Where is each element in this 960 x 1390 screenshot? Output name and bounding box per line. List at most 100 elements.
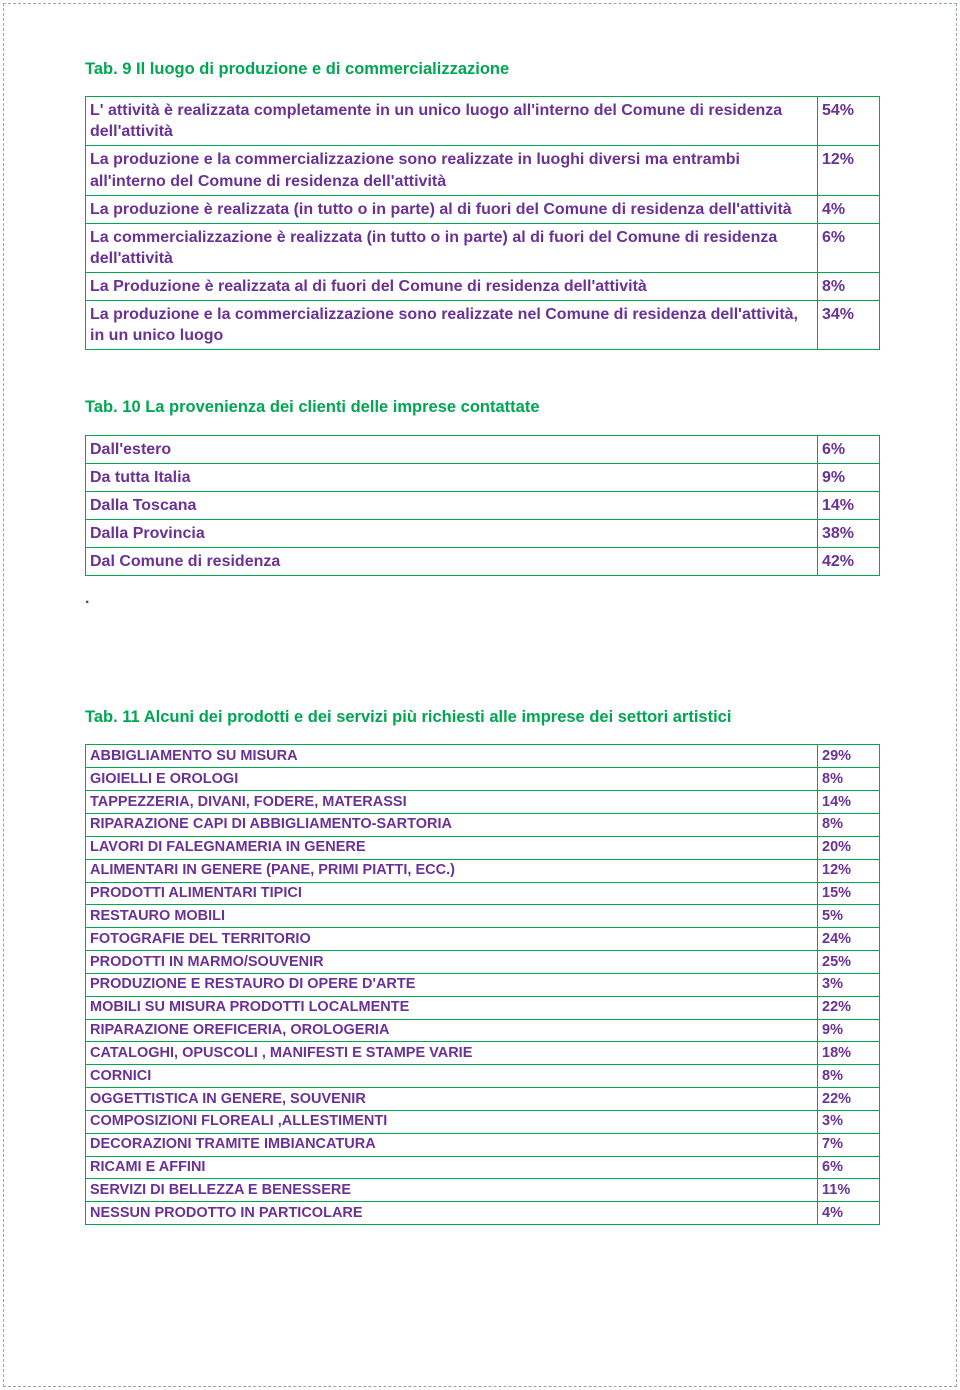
table-row: La commercializzazione è realizzata (in … (86, 223, 880, 272)
table-row: TAPPEZZERIA, DIVANI, FODERE, MATERASSI14… (86, 791, 880, 814)
tab11-label: TAPPEZZERIA, DIVANI, FODERE, MATERASSI (86, 791, 818, 814)
page-content: Tab. 9 Il luogo di produzione e di comme… (0, 0, 960, 1265)
table-row: LAVORI DI FALEGNAMERIA IN GENERE20% (86, 836, 880, 859)
tab10-label: Dalla Provincia (86, 519, 818, 547)
tab9-value: 4% (818, 195, 880, 223)
table-row: NESSUN PRODOTTO IN PARTICOLARE4% (86, 1202, 880, 1225)
tab11-value: 22% (818, 996, 880, 1019)
tab10-label: Dalla Toscana (86, 491, 818, 519)
tab11-label: MOBILI SU MISURA PRODOTTI LOCALMENTE (86, 996, 818, 1019)
tab10-label: Dal Comune di residenza (86, 548, 818, 576)
tab11-value: 25% (818, 951, 880, 974)
table-row: DECORAZIONI TRAMITE IMBIANCATURA7% (86, 1133, 880, 1156)
table-row: Dal Comune di residenza42% (86, 548, 880, 576)
table-row: Dalla Provincia38% (86, 519, 880, 547)
tab9-value: 34% (818, 301, 880, 350)
table-row: RESTAURO MOBILI5% (86, 905, 880, 928)
table-row: PRODOTTI IN MARMO/SOUVENIR25% (86, 951, 880, 974)
tab11-value: 5% (818, 905, 880, 928)
tab11-value: 18% (818, 1042, 880, 1065)
tab10-value: 42% (818, 548, 880, 576)
tab11-label: GIOIELLI E OROLOGI (86, 768, 818, 791)
table-row: Dall'estero6% (86, 435, 880, 463)
tab11-label: SERVIZI DI BELLEZZA E BENESSERE (86, 1179, 818, 1202)
tab11-value: 22% (818, 1088, 880, 1111)
table-row: CORNICI8% (86, 1065, 880, 1088)
tab10-label: Da tutta Italia (86, 463, 818, 491)
table-row: RIPARAZIONE OREFICERIA, OROLOGERIA9% (86, 1019, 880, 1042)
tab11-value: 29% (818, 745, 880, 768)
table-row: La produzione e la commercializzazione s… (86, 146, 880, 195)
tab11-label: PRODOTTI IN MARMO/SOUVENIR (86, 951, 818, 974)
table-row: La produzione e la commercializzazione s… (86, 301, 880, 350)
table-row: La produzione è realizzata (in tutto o i… (86, 195, 880, 223)
tab9-value: 54% (818, 97, 880, 146)
tab9-title: Tab. 9 Il luogo di produzione e di comme… (85, 58, 880, 80)
tab9-label: La commercializzazione è realizzata (in … (86, 223, 818, 272)
tab10-value: 6% (818, 435, 880, 463)
tab11-label: DECORAZIONI TRAMITE IMBIANCATURA (86, 1133, 818, 1156)
table-row: CATALOGHI, OPUSCOLI , MANIFESTI E STAMPE… (86, 1042, 880, 1065)
table-row: PRODUZIONE E RESTAURO DI OPERE D'ARTE3% (86, 973, 880, 996)
tab9-label: La produzione e la commercializzazione s… (86, 146, 818, 195)
tab11-label: RICAMI E AFFINI (86, 1156, 818, 1179)
table-row: ALIMENTARI IN GENERE (PANE, PRIMI PIATTI… (86, 859, 880, 882)
tab11-value: 15% (818, 882, 880, 905)
tab11-value: 24% (818, 928, 880, 951)
table-row: GIOIELLI E OROLOGI8% (86, 768, 880, 791)
tab11-value: 3% (818, 973, 880, 996)
tab11-label: FOTOGRAFIE DEL TERRITORIO (86, 928, 818, 951)
tab10-label: Dall'estero (86, 435, 818, 463)
tab11-label: RESTAURO MOBILI (86, 905, 818, 928)
tab11-value: 7% (818, 1133, 880, 1156)
table-row: COMPOSIZIONI FLOREALI ,ALLESTIMENTI3% (86, 1110, 880, 1133)
tab9-value: 12% (818, 146, 880, 195)
tab10-table: Dall'estero6%Da tutta Italia9%Dalla Tosc… (85, 435, 880, 577)
table-row: La Produzione è realizzata al di fuori d… (86, 273, 880, 301)
tab11-value: 11% (818, 1179, 880, 1202)
tab9-table: L' attività è realizzata completamente i… (85, 96, 880, 350)
tab11-value: 8% (818, 813, 880, 836)
tab11-value: 20% (818, 836, 880, 859)
tab11-label: CORNICI (86, 1065, 818, 1088)
tab11-table: ABBIGLIAMENTO SU MISURA29%GIOIELLI E ORO… (85, 744, 880, 1225)
tab11-value: 4% (818, 1202, 880, 1225)
table-row: SERVIZI DI BELLEZZA E BENESSERE11% (86, 1179, 880, 1202)
tab11-value: 8% (818, 1065, 880, 1088)
tab11-label: OGGETTISTICA IN GENERE, SOUVENIR (86, 1088, 818, 1111)
tab11-label: PRODOTTI ALIMENTARI TIPICI (86, 882, 818, 905)
tab10-title: Tab. 10 La provenienza dei clienti delle… (85, 396, 880, 418)
stray-dot: . (85, 590, 880, 608)
tab11-label: PRODUZIONE E RESTAURO DI OPERE D'ARTE (86, 973, 818, 996)
tab11-label: NESSUN PRODOTTO IN PARTICOLARE (86, 1202, 818, 1225)
tab11-label: COMPOSIZIONI FLOREALI ,ALLESTIMENTI (86, 1110, 818, 1133)
tab11-label: ALIMENTARI IN GENERE (PANE, PRIMI PIATTI… (86, 859, 818, 882)
tab11-value: 9% (818, 1019, 880, 1042)
tab11-label: LAVORI DI FALEGNAMERIA IN GENERE (86, 836, 818, 859)
tab9-label: La produzione e la commercializzazione s… (86, 301, 818, 350)
table-row: PRODOTTI ALIMENTARI TIPICI15% (86, 882, 880, 905)
table-row: FOTOGRAFIE DEL TERRITORIO24% (86, 928, 880, 951)
tab11-label: CATALOGHI, OPUSCOLI , MANIFESTI E STAMPE… (86, 1042, 818, 1065)
tab9-value: 8% (818, 273, 880, 301)
table-row: MOBILI SU MISURA PRODOTTI LOCALMENTE22% (86, 996, 880, 1019)
table-row: OGGETTISTICA IN GENERE, SOUVENIR22% (86, 1088, 880, 1111)
tab11-value: 6% (818, 1156, 880, 1179)
tab10-value: 38% (818, 519, 880, 547)
tab9-label: La Produzione è realizzata al di fuori d… (86, 273, 818, 301)
table-row: RIPARAZIONE CAPI DI ABBIGLIAMENTO-SARTOR… (86, 813, 880, 836)
tab9-label: La produzione è realizzata (in tutto o i… (86, 195, 818, 223)
table-row: ABBIGLIAMENTO SU MISURA29% (86, 745, 880, 768)
tab9-value: 6% (818, 223, 880, 272)
tab11-label: RIPARAZIONE CAPI DI ABBIGLIAMENTO-SARTOR… (86, 813, 818, 836)
tab11-title: Tab. 11 Alcuni dei prodotti e dei serviz… (85, 706, 880, 728)
tab11-value: 12% (818, 859, 880, 882)
table-row: Da tutta Italia9% (86, 463, 880, 491)
tab11-value: 8% (818, 768, 880, 791)
tab11-label: RIPARAZIONE OREFICERIA, OROLOGERIA (86, 1019, 818, 1042)
tab10-value: 9% (818, 463, 880, 491)
table-row: L' attività è realizzata completamente i… (86, 97, 880, 146)
tab11-value: 14% (818, 791, 880, 814)
table-row: RICAMI E AFFINI6% (86, 1156, 880, 1179)
table-row: Dalla Toscana14% (86, 491, 880, 519)
